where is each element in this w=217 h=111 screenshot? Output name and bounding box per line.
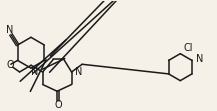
Text: Cl: Cl bbox=[183, 43, 193, 53]
Text: N: N bbox=[75, 67, 83, 77]
Text: N: N bbox=[196, 55, 203, 64]
Text: N: N bbox=[31, 67, 39, 77]
Text: O: O bbox=[6, 60, 14, 70]
Text: N: N bbox=[6, 25, 14, 35]
Text: O: O bbox=[54, 100, 62, 110]
